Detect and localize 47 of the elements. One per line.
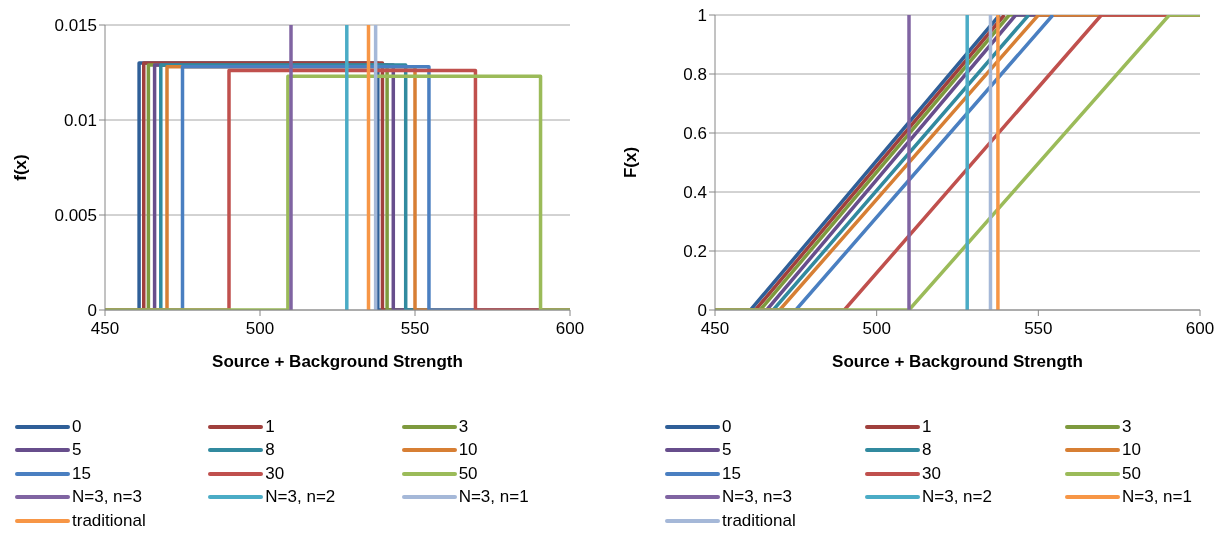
x-tick-label: 450	[700, 319, 730, 339]
y-tick-label: 1	[697, 6, 707, 26]
y-tick-label: 0.005	[54, 206, 97, 226]
legend-label: N=3, n=1	[458, 487, 529, 508]
y-tick-label: 0.6	[683, 124, 707, 144]
legend-label: 0	[722, 416, 732, 437]
legend-label: 15	[722, 463, 741, 484]
legend-label: 10	[458, 440, 478, 461]
legend-label: 10	[1122, 440, 1141, 461]
y-tick-label: 0.01	[63, 111, 97, 131]
legend-label: N=3, n=2	[265, 487, 336, 508]
x-tick-label: 600	[1185, 319, 1215, 339]
x-axis-title: Source + Background Strength	[212, 352, 463, 371]
legend-label: N=3, n=2	[922, 487, 992, 508]
legend-label: 1	[922, 416, 932, 437]
legend-label: 3	[458, 416, 469, 437]
legend-label: 50	[1122, 463, 1141, 484]
y-tick-label: 0.4	[683, 183, 707, 203]
y-axis-title: f(x)	[11, 154, 31, 181]
legend-label: 5	[722, 440, 732, 461]
x-tick-label: 450	[90, 319, 120, 339]
legend-label: 1	[265, 416, 275, 437]
legend-label: N=3, n=3	[72, 487, 142, 508]
legend-label: N=3, n=1	[1122, 487, 1192, 508]
y-tick-label: 0	[697, 301, 707, 321]
y-tick-label: 0.2	[683, 242, 707, 262]
x-tick-label: 550	[1024, 319, 1053, 339]
legend-label: N=3, n=3	[722, 487, 792, 508]
x-axis-title: Source + Background Strength	[832, 352, 1083, 371]
x-tick-label: 500	[862, 319, 891, 339]
legend-label: 3	[1122, 416, 1132, 437]
x-tick-label: 500	[245, 319, 275, 339]
y-tick-label: 0.8	[683, 65, 707, 85]
legend-label: 30	[922, 463, 941, 484]
legend-label: 8	[922, 440, 932, 461]
x-tick-label: 600	[555, 319, 585, 339]
legend-label: traditional	[722, 510, 796, 531]
legend-label: 8	[265, 440, 275, 461]
legend-label: 15	[72, 463, 91, 484]
y-tick-label: 0.015	[54, 16, 97, 36]
legend-label: 50	[458, 463, 478, 484]
x-tick-label: 550	[400, 319, 430, 339]
y-axis-title: F(x)	[621, 146, 641, 179]
y-tick-label: 0	[87, 301, 97, 321]
legend-label: 5	[72, 440, 82, 461]
legend-label: 30	[265, 463, 285, 484]
legend-label: traditional	[72, 510, 146, 531]
